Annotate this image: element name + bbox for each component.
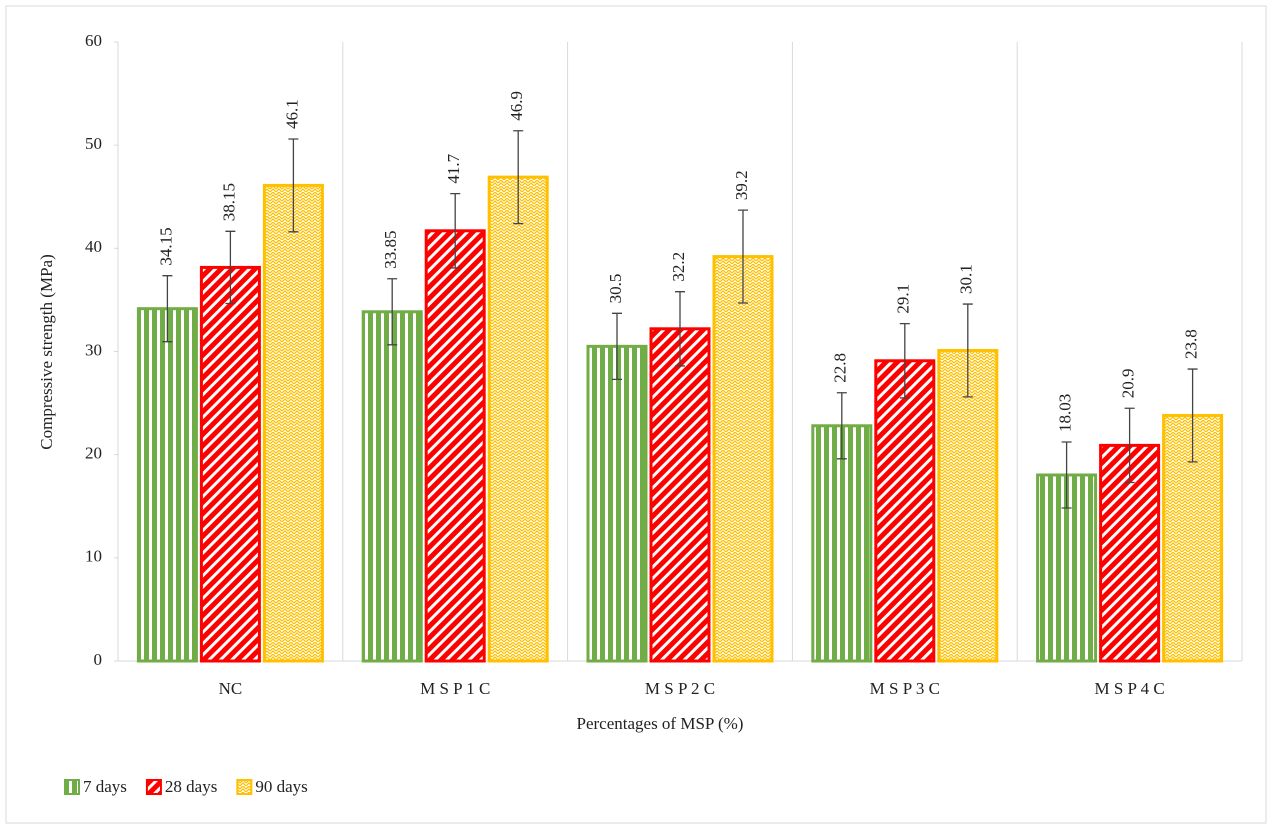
bar: [487, 175, 549, 663]
error-bar: [1061, 441, 1072, 509]
error-bar: [675, 291, 685, 367]
bar: [811, 424, 873, 663]
bar: [586, 344, 648, 663]
data-label: 33.85: [381, 231, 400, 269]
y-tick-label: 20: [85, 444, 102, 463]
data-label: 23.8: [1182, 329, 1201, 359]
data-label: 34.15: [156, 227, 175, 265]
bar: [649, 327, 711, 663]
y-tick-label: 40: [85, 237, 102, 256]
bar: [937, 348, 999, 663]
bar: [424, 229, 486, 663]
error-bar: [612, 312, 622, 381]
bar: [136, 307, 198, 663]
x-axis-title: Percentages of MSP (%): [577, 714, 744, 733]
y-tick-label: 10: [85, 547, 102, 566]
error-bar: [225, 230, 236, 305]
bar: [874, 359, 936, 663]
legend-swatch: [145, 779, 162, 795]
legend-label: 90 days: [255, 777, 307, 796]
error-bar: [899, 322, 910, 399]
y-tick-label: 30: [85, 340, 102, 359]
x-tick-label: NC: [219, 679, 243, 698]
y-axis-title: Compressive strength (MPa): [37, 254, 56, 449]
error-bar: [962, 303, 973, 398]
data-label: 46.1: [282, 99, 301, 129]
x-tick-label: M S P 1 C: [420, 679, 490, 698]
error-bar: [1124, 407, 1135, 484]
error-bar: [513, 130, 524, 225]
y-tick-label: 60: [85, 31, 102, 50]
y-tick-label: 50: [85, 134, 102, 153]
bar: [361, 310, 423, 663]
error-bar: [288, 138, 299, 233]
data-label: 22.8: [831, 353, 850, 383]
legend-swatch: [64, 779, 80, 795]
error-bar: [450, 193, 461, 269]
error-bar: [1187, 368, 1198, 463]
legend-label: 28 days: [165, 777, 217, 796]
x-tick-label: M S P 3 C: [870, 679, 940, 698]
data-label: 38.15: [219, 183, 238, 221]
bar: [262, 183, 324, 663]
error-bar: [162, 275, 173, 343]
data-label: 30.1: [957, 264, 976, 294]
data-label: 39.2: [732, 170, 751, 200]
legend-label: 7 days: [83, 777, 127, 796]
data-label: 41.7: [444, 153, 463, 183]
data-label: 29.1: [894, 284, 913, 314]
data-label: 46.9: [507, 91, 526, 121]
error-bar: [738, 209, 748, 304]
y-tick-label: 0: [94, 650, 103, 669]
data-label: 20.9: [1119, 368, 1138, 398]
data-label: 32.2: [669, 252, 688, 282]
data-label: 18.03: [1056, 394, 1075, 432]
error-bar: [836, 392, 847, 460]
bar: [199, 265, 261, 663]
legend-swatch: [236, 779, 253, 795]
bar: [712, 255, 774, 663]
error-bar: [387, 278, 398, 346]
x-tick-label: M S P 2 C: [645, 679, 715, 698]
x-tick-label: M S P 4 C: [1094, 679, 1164, 698]
data-label: 30.5: [606, 274, 625, 304]
